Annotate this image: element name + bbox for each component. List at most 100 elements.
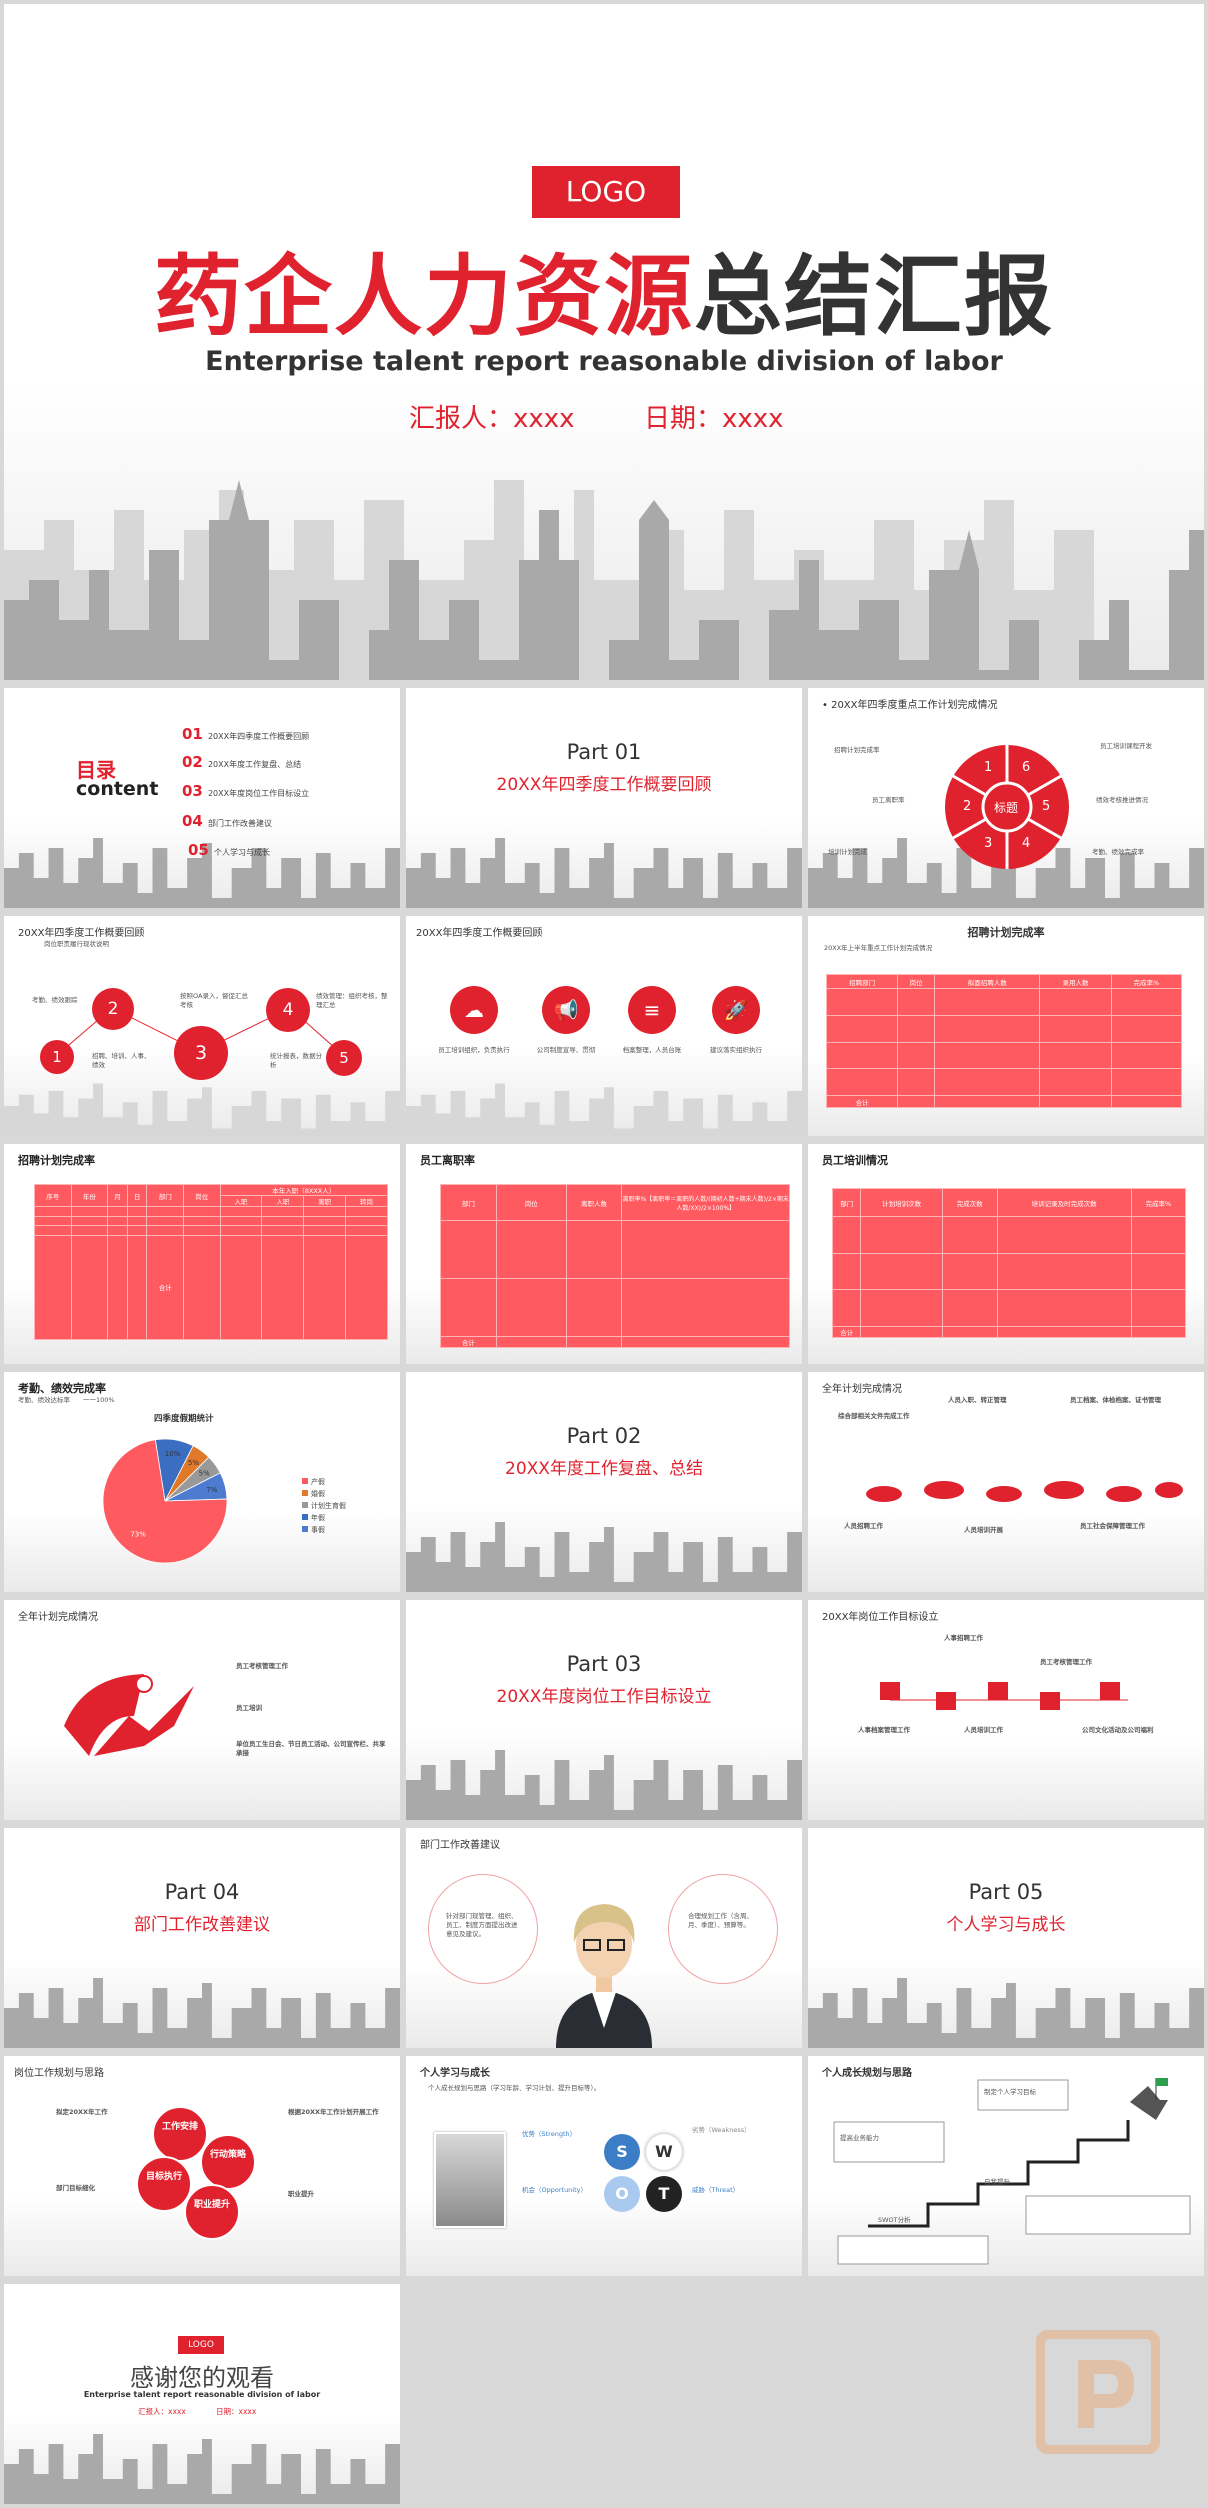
plan-block: 员工档案、体检档案、证书管理 (1070, 1396, 1161, 1404)
advice-right-circle (668, 1874, 778, 1984)
recruit1-slide: 招聘计划完成率 20XX年上半年重点工作计划完成情况 招聘部门 岗位 拟面招聘人数录… (808, 916, 1204, 1136)
slide-sub: 20XX年上半年重点工作计划完成情况 (824, 944, 933, 952)
pie-chart: 10% 5%5% 7% 73% (102, 1438, 228, 1564)
goal-item: 人员培训工作 (964, 1726, 1003, 1734)
part02-slide: Part 02 20XX年度工作复盘、总结 (406, 1372, 802, 1592)
city-skyline (406, 1083, 802, 1136)
swot-slide: 个人学习与成长 个人成长规划与思路（学习年龄、学习计划、提升目标等）。 S W … (406, 2056, 802, 2276)
slide-title: 员工离职率 (420, 1154, 475, 1167)
slide-title: 部门工作改善建议 (420, 1840, 500, 1851)
city-skyline (808, 838, 1204, 908)
slide-title: • 20XX年四季度重点工作计划完成情况 (822, 700, 998, 711)
growth-note: 自我提升 (984, 2178, 1010, 2186)
step-circle: 1 (40, 1040, 74, 1074)
swot-label: 优势（Strength） (522, 2130, 577, 2138)
city-skyline (406, 838, 802, 908)
plan-block: 综合部相关文件完成工作 (838, 1412, 910, 1420)
database-icon: ≡ (628, 986, 676, 1034)
icons-slide: 20XX年四季度工作概要回顾 ☁ 📢 ≡ 🚀 员工培训组织，负责执行 公司制度宣… (406, 916, 802, 1136)
plan-block: 人员培训开展 (964, 1526, 1003, 1534)
thanks-reporter: 汇报人：xxxx (138, 2407, 186, 2416)
petal-5: 5 (1042, 799, 1051, 814)
part-label: Part 03 (566, 1652, 642, 1676)
plan2-slide: 全年计划完成情况 员工考核管理工作 员工培训 单位员工生日会、节日员工活动、公司… (4, 1600, 400, 1820)
slide-title: 个人成长规划与思路 (822, 2068, 912, 2079)
thanks-slide: LOGO 感谢您的观看 Enterprise talent report rea… (4, 2284, 400, 2504)
slide-sub: 个人成长规划与思路（学习年龄、学习计划、提升目标等）。 (428, 2084, 601, 2092)
part-label: Part 02 (566, 1424, 642, 1448)
plan-block: 人员招聘工作 (844, 1522, 883, 1530)
part-title: 20XX年度岗位工作目标设立 (496, 1687, 712, 1707)
training-slide: 员工培训情况 部门 计划培训次数 完成次数 培训记录及时完成次数 完成率% 合计 (808, 1144, 1204, 1364)
petal-2: 2 (963, 799, 972, 814)
thanks-date: 日期：xxxx (216, 2407, 257, 2416)
flower-slide: • 20XX年四季度重点工作计划完成情况 标题 1 6 2 5 3 4 招聘计划… (808, 688, 1204, 908)
growth-note: 提高业务能力 (840, 2134, 879, 2142)
slide-title: 全年计划完成情况 (18, 1612, 98, 1623)
step-circle: 2 (92, 988, 134, 1030)
plan3-circle: 职业提升 (184, 2184, 240, 2240)
goal-item: 人事档案管理工作 (858, 1726, 910, 1734)
slide-title: 20XX年四季度工作概要回顾 (18, 928, 145, 939)
pie-label: 73% (130, 1530, 146, 1538)
step-circle: 4 (266, 988, 310, 1032)
part-label: Part 05 (968, 1880, 1044, 1904)
logo-box: LOGO (532, 166, 680, 218)
flower-label: 员工离职率 (872, 796, 905, 804)
toc-label-cn: 目录 (76, 758, 116, 782)
icon-caption: 建议落实组织执行 (710, 1046, 762, 1054)
page-title: 药企人力资源总结汇报 (4, 226, 1204, 353)
step-circle: 5 (326, 1040, 362, 1076)
person-avatar (556, 1904, 652, 2048)
plan-item: 单位员工生日会、节日员工活动、公司宣传栏、共享承接 (236, 1740, 386, 1757)
toc-item[interactable]: 04 部门工作改善建议 (182, 812, 272, 830)
pie-label: 10% (165, 1450, 181, 1458)
petal-1: 1 (984, 760, 993, 775)
icon-caption: 档案整理，人员台账 (622, 1046, 682, 1054)
icon-caption: 公司制度宣导、贯彻 (536, 1046, 596, 1054)
growth-note: 制定个人学习目标 (984, 2088, 1036, 2096)
slide-title: 招聘计划完成率 (967, 926, 1045, 939)
toc-item[interactable]: 03 20XX年度岗位工作目标设立 (182, 782, 310, 800)
flower-center: 标题 (994, 801, 1019, 815)
toc-item[interactable]: 01 20XX年四季度工作概要回顾 (182, 725, 310, 743)
slide-title: 考勤、绩效完成率 (18, 1382, 106, 1395)
pie-slide: 考勤、绩效完成率 考勤、绩效达标率 一一100% 四季度假期统计 10% 5% 5%… (4, 1372, 400, 1592)
goal-item: 人事招聘工作 (944, 1634, 983, 1642)
city-skyline (4, 480, 1204, 680)
plan3-left: 部门目标细化 (56, 2184, 95, 2192)
plan3-slide: 岗位工作规划与思路 拟定20XX年工作 部门目标细化 根据20XX年工作计划开展… (4, 2056, 400, 2276)
plan3-right: 根据20XX年工作计划开展工作 (288, 2108, 379, 2116)
chart-title: 四季度假期统计 (154, 1414, 214, 1424)
slide-sub: 岗位职责履行现状说明 (44, 940, 109, 948)
flower-label: 招聘计划完成率 (834, 746, 880, 754)
rocket-icon: 🚀 (712, 986, 760, 1034)
footprints (866, 1481, 1183, 1502)
growth-stairs (833, 2078, 1191, 2265)
step-note: 考勤、绩效跟踪 (32, 996, 78, 1004)
swot-label: 劣势（Weakness） (692, 2126, 751, 2134)
city-skyline (4, 838, 400, 908)
recruit2-slide: 招聘计划完成率 序号 年份月日部门 岗位 本年入职（8XXX人） 入职 入职 离职 转岗 合… (4, 1144, 400, 1364)
toc-slide: 目录 content 01 20XX年四季度工作概要回顾 02 20XX年度工作… (4, 688, 400, 908)
plan3-circle: 目标执行 (136, 2156, 192, 2212)
plan-item: 员工培训 (236, 1704, 262, 1712)
slide-title: 个人学习与成长 (420, 2068, 490, 2079)
plan-block: 人员入职、转正管理 (948, 1396, 1007, 1404)
pie-label: 7% (206, 1486, 217, 1494)
part-label: Part 04 (164, 1880, 240, 1904)
title-red: 药企人力资源 (153, 245, 694, 348)
recruit-table-2: 序号 年份月日部门 岗位 本年入职（8XXX人） 入职 入职 离职 转岗 合计 (34, 1184, 389, 1340)
toc-item[interactable]: 02 20XX年度工作复盘、总结 (182, 753, 302, 771)
part-title: 个人学习与成长 (946, 1915, 1066, 1935)
icon-caption: 员工培训组织，负责执行 (438, 1046, 510, 1054)
step-note: 统计报表，数据分析 (270, 1052, 322, 1069)
turnover-table: 部门 岗位 离职人数 离职率%【离职率＝离职的人数/(期初人数+期末人数)/2×期末人… (440, 1184, 790, 1348)
thanks-title: 感谢您的观看 (130, 2364, 274, 2392)
swot-w: W (646, 2134, 682, 2170)
growth-slide: 个人成长规划与思路 制定个人学习目标 提高业务能力 自我提升 SWOT分析 (808, 2056, 1204, 2276)
turnover-slide: 员工离职率 部门 岗位 离职人数 离职率%【离职率＝离职的人数/(期初人数+期末人数)… (406, 1144, 802, 1364)
toc-item[interactable]: 05 个人学习与成长 (188, 841, 270, 859)
advice-slide: 部门工作改善建议 针对部门现管理、组织、员工、制度方面提出改进意见及建议。 合理… (406, 1828, 802, 2048)
toc-label-en: content (76, 778, 159, 800)
